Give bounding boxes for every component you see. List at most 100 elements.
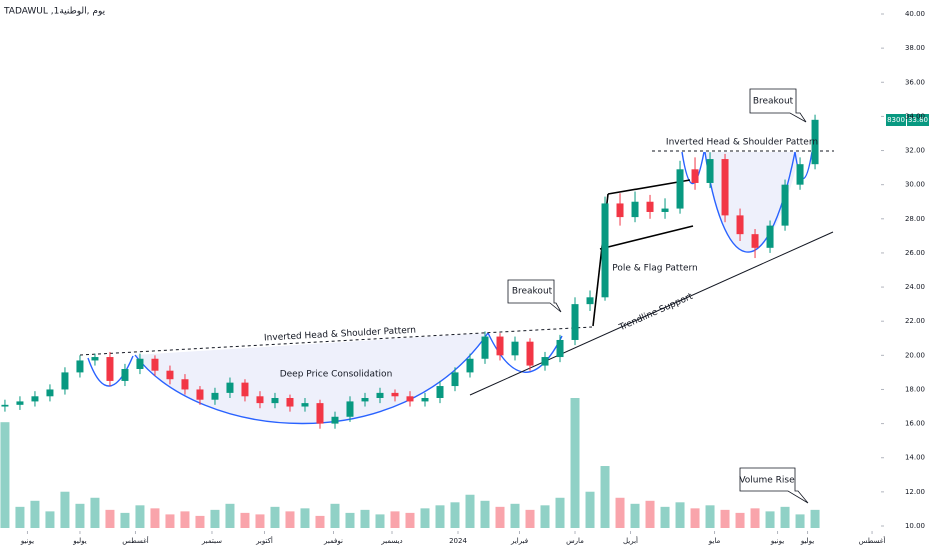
volume-bar <box>435 505 445 528</box>
candle-body <box>541 357 549 366</box>
candle-body <box>706 159 714 183</box>
volume-bar <box>330 503 340 528</box>
candle-body <box>781 184 789 226</box>
candle-body <box>796 164 804 185</box>
x-tick-label: يونيو <box>20 537 34 545</box>
y-tick-label: 34.00 <box>905 112 925 120</box>
y-tick-label: 40.00 <box>905 10 925 18</box>
chart-title: TADAWUL ,1يوم ,الوطنية <box>3 7 106 17</box>
volume-bar <box>30 500 40 528</box>
candle-body <box>76 360 84 373</box>
annotation: Breakout <box>512 287 553 297</box>
volume-bar <box>750 508 760 528</box>
shoulder-curve <box>87 355 134 387</box>
x-tick-label: يوليو <box>72 537 86 545</box>
candle-body <box>691 169 699 183</box>
candle-body <box>811 119 819 165</box>
candle-body <box>31 396 39 402</box>
volume-bar <box>255 514 265 528</box>
volume-bar <box>285 511 295 528</box>
cup-fill <box>705 152 800 253</box>
volume-bar <box>0 422 10 528</box>
volume-bar <box>480 500 490 528</box>
candle-body <box>496 336 504 356</box>
candle-body <box>256 396 264 404</box>
head-curve <box>134 332 489 425</box>
y-tick-label: 12.00 <box>905 488 925 496</box>
candle-body <box>631 201 639 218</box>
volume-bar <box>615 497 625 528</box>
candle-body <box>301 403 309 407</box>
y-tick-label: 30.00 <box>905 181 925 189</box>
annotation: Pole & Flag Pattern <box>612 264 698 274</box>
x-tick-label: يوليو <box>800 537 814 545</box>
flag-line <box>607 179 691 195</box>
candle-body <box>166 370 174 380</box>
volume-bar <box>405 512 415 528</box>
volume-bar <box>735 512 745 528</box>
y-tick-label: 36.00 <box>905 78 925 86</box>
volume-bar <box>180 511 190 528</box>
candle-body <box>436 386 444 398</box>
annotation: Deep Price Consolidation <box>280 370 393 380</box>
volume-bar <box>300 508 310 528</box>
volume-bar <box>570 398 580 528</box>
x-tick-label: نوفمبر <box>323 537 343 545</box>
volume-bar <box>45 511 55 528</box>
y-tick-label: 10.00 <box>905 522 925 530</box>
candle-body <box>286 398 294 407</box>
y-tick-label: 26.00 <box>905 249 925 257</box>
candle-body <box>661 208 669 212</box>
annotation: Inverted Head & Shoulder Pattern <box>666 138 818 148</box>
candle-body <box>271 398 279 404</box>
price-tag <box>907 114 929 126</box>
neckline <box>79 326 593 356</box>
y-tick-label: 28.00 <box>905 215 925 223</box>
x-tick-label: 2024 <box>449 537 467 545</box>
volume-tag-label: 8300 <box>887 116 905 124</box>
candle-body <box>421 398 429 402</box>
volume-bar <box>105 509 115 528</box>
y-tick-label: 18.00 <box>905 385 925 393</box>
candle-body <box>1 404 9 407</box>
y-tick-label: 38.00 <box>905 44 925 52</box>
candle-body <box>331 416 339 424</box>
volume-bar <box>810 509 820 528</box>
volume-bar <box>90 497 100 528</box>
candle-body <box>511 341 519 356</box>
y-tick-label: 20.00 <box>905 351 925 359</box>
volume-bar <box>690 508 700 528</box>
candle-body <box>481 336 489 359</box>
candle-body <box>151 358 159 371</box>
volume-bar <box>495 506 505 528</box>
volume-bar <box>795 514 805 528</box>
volume-bar <box>165 514 175 528</box>
candle-body <box>91 357 99 361</box>
candle-body <box>556 339 564 358</box>
volume-bar <box>585 491 595 528</box>
x-tick-label: أغسطس <box>859 536 886 545</box>
callout-box <box>749 88 807 123</box>
candle-body <box>46 389 54 397</box>
candle-body <box>466 358 474 373</box>
volume-bar <box>60 491 70 528</box>
candle-body <box>766 225 774 248</box>
candle-body <box>106 357 114 381</box>
x-tick-label: مايو <box>708 537 721 545</box>
candle-body <box>736 215 744 235</box>
volume-bar <box>765 511 775 528</box>
volume-bar <box>675 502 685 528</box>
volume-bar <box>510 503 520 528</box>
x-tick-label: يونيو <box>770 537 784 545</box>
x-tick-label: أغسطس <box>122 536 149 545</box>
candle-body <box>361 398 369 402</box>
volume-bar <box>660 506 670 528</box>
candle-body <box>226 382 234 393</box>
volume-bar <box>420 508 430 528</box>
flag-line <box>599 225 694 250</box>
volume-bar <box>315 515 325 528</box>
x-tick-label: ديسمبر <box>380 537 402 545</box>
volume-bar <box>465 494 475 528</box>
